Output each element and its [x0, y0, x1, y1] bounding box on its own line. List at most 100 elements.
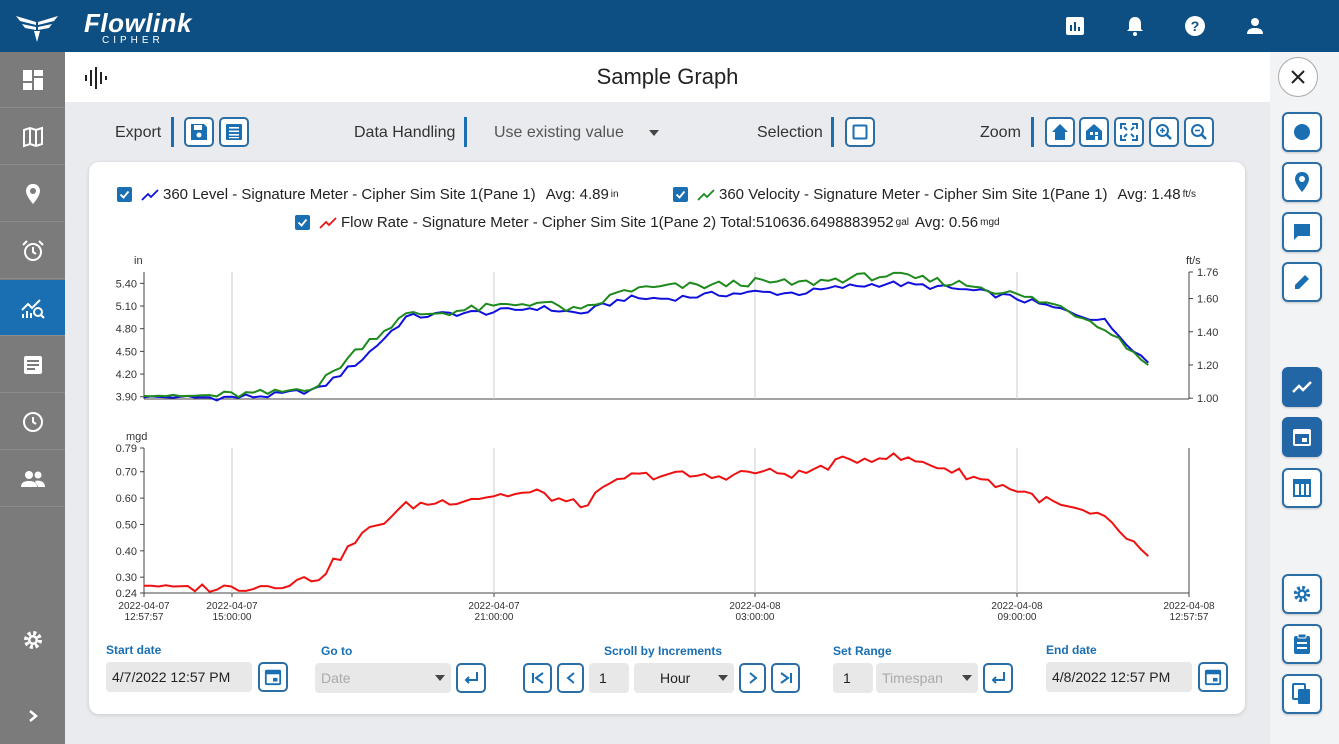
x-axis-date-label: 2022-04-07 [118, 601, 170, 612]
dashboard-icon [22, 69, 43, 90]
x-axis-time-label: 09:00:00 [998, 612, 1037, 623]
rail-table-button[interactable] [1282, 468, 1322, 508]
end-date-input[interactable]: 4/8/2022 12:57 PM [1046, 662, 1192, 692]
x-axis-date-label: 2022-04-07 [468, 601, 520, 612]
teledyne-logo-icon [16, 16, 58, 42]
export-save-button[interactable] [184, 117, 214, 147]
right-rail [1270, 52, 1339, 744]
sidebar-item-alarms[interactable] [0, 223, 65, 279]
scroll-next-button[interactable] [739, 663, 766, 693]
zoom-in-button[interactable] [1149, 117, 1179, 147]
x-axis-time-label: 12:57:57 [1170, 612, 1209, 623]
selection-box-button[interactable] [845, 117, 875, 147]
zoom-home-button[interactable] [1045, 117, 1075, 147]
pane2-left-tick-label: 0.60 [116, 493, 137, 505]
export-label: Export [115, 124, 162, 141]
user-icon[interactable] [1243, 14, 1267, 38]
sidebar-item-history[interactable] [0, 394, 65, 450]
x-axis-date-label: 2022-04-08 [1163, 601, 1215, 612]
legend-stat: Avg: 4.89 [545, 186, 609, 203]
rail-copy-button[interactable] [1282, 674, 1322, 714]
sidebar-settings[interactable] [0, 612, 65, 668]
svg-text:?: ? [1191, 18, 1200, 34]
scroll-prev-button[interactable] [557, 663, 584, 693]
bell-icon[interactable] [1123, 14, 1147, 38]
x-axis-date-label: 2022-04-07 [206, 601, 258, 612]
end-date-picker-button[interactable] [1198, 662, 1228, 692]
scroll-unit-select[interactable]: Hour [634, 663, 734, 693]
scroll-last-button[interactable] [771, 663, 800, 693]
zoom-fit-button[interactable] [1114, 117, 1144, 147]
pane1-right-unit: ft/s [1186, 255, 1201, 267]
checkbox-icon[interactable] [117, 187, 132, 202]
pane2-left-tick-label: 0.70 [116, 467, 137, 479]
toolbar-divider [464, 117, 467, 147]
pane2-left-unit: mgd [126, 431, 147, 443]
flowlink-logo[interactable]: Flowlink CIPHER [14, 6, 192, 46]
series-swatch-icon [697, 188, 715, 201]
range-timespan-select[interactable]: Timespan [876, 663, 978, 693]
pane2-left-tick-label: 0.24 [116, 588, 137, 600]
pane1-right-tick-label: 1.60 [1197, 294, 1218, 306]
level-series-line [143, 280, 1150, 402]
history-clock-icon [22, 411, 43, 432]
start-date-input[interactable]: 4/7/2022 12:57 PM [106, 662, 252, 692]
clipboard-icon [1294, 633, 1310, 654]
rail-settings-button[interactable] [1282, 574, 1322, 614]
goto-placeholder: Date [321, 670, 351, 686]
pane2-left-tick-label: 0.30 [116, 572, 137, 584]
legend-item-velocity[interactable]: 360 Velocity - Signature Meter - Cipher … [673, 186, 1196, 203]
goto-apply-button[interactable] [456, 663, 486, 693]
zoom-site-button[interactable] [1079, 117, 1109, 147]
checkbox-icon[interactable] [295, 215, 310, 230]
legend-item-level[interactable]: 360 Level - Signature Meter - Cipher Sim… [117, 186, 619, 203]
rail-comment-button[interactable] [1282, 212, 1322, 252]
start-date-picker-button[interactable] [258, 662, 288, 692]
sidebar-expand[interactable] [0, 688, 65, 744]
chevron-left-icon [565, 672, 575, 684]
sidebar-item-analytics[interactable] [0, 280, 65, 336]
sidebar-item-location[interactable] [0, 166, 65, 222]
data-handling-select[interactable]: Use existing value [494, 124, 660, 142]
rail-calendar-button[interactable] [1282, 417, 1322, 457]
zoom-out-button[interactable] [1184, 117, 1214, 147]
map-icon [22, 126, 43, 147]
report-icon[interactable] [1063, 14, 1087, 38]
help-icon[interactable]: ? [1183, 14, 1207, 38]
series-swatch-icon [141, 188, 159, 201]
zoom-out-icon [1191, 124, 1207, 140]
fullscreen-icon [1120, 123, 1138, 141]
sidebar-item-dashboard[interactable] [0, 52, 65, 108]
rail-clipboard-button[interactable] [1282, 624, 1322, 664]
export-csv-button[interactable] [219, 117, 249, 147]
sidebar-item-map[interactable] [0, 109, 65, 165]
sidebar-item-reports[interactable] [0, 337, 65, 393]
page-title: Sample Graph [596, 64, 739, 89]
document-icon [23, 355, 42, 374]
scroll-count-input[interactable]: 1 [589, 663, 629, 693]
waveform-icon [85, 67, 107, 89]
goto-select[interactable]: Date [315, 663, 451, 693]
pane1-right-tick-label: 1.20 [1197, 360, 1218, 372]
legend-item-flow[interactable]: Flow Rate - Signature Meter - Cipher Sim… [295, 214, 1000, 231]
rail-record-button[interactable] [1282, 112, 1322, 152]
close-button[interactable] [1278, 57, 1318, 97]
skip-first-icon [531, 672, 544, 684]
checkbox-icon[interactable] [673, 187, 688, 202]
range-count-input[interactable]: 1 [833, 663, 873, 693]
x-axis-date-label: 2022-04-08 [729, 601, 781, 612]
scroll-first-button[interactable] [523, 663, 552, 693]
home-icon [1052, 124, 1068, 140]
pane1-right-tick-label: 1.76 [1197, 267, 1218, 279]
rail-edit-button[interactable] [1282, 262, 1322, 302]
line-chart-icon [1292, 381, 1312, 393]
sidebar-item-users[interactable] [0, 451, 65, 507]
rail-graph-button[interactable] [1282, 367, 1322, 407]
goto-label: Go to [321, 644, 353, 658]
range-apply-button[interactable] [983, 663, 1013, 693]
data-handling-label: Data Handling [354, 124, 456, 141]
rail-location-button[interactable] [1282, 162, 1322, 202]
legend-stat: Avg: 0.56 [915, 214, 979, 231]
zoom-label: Zoom [980, 124, 1021, 141]
